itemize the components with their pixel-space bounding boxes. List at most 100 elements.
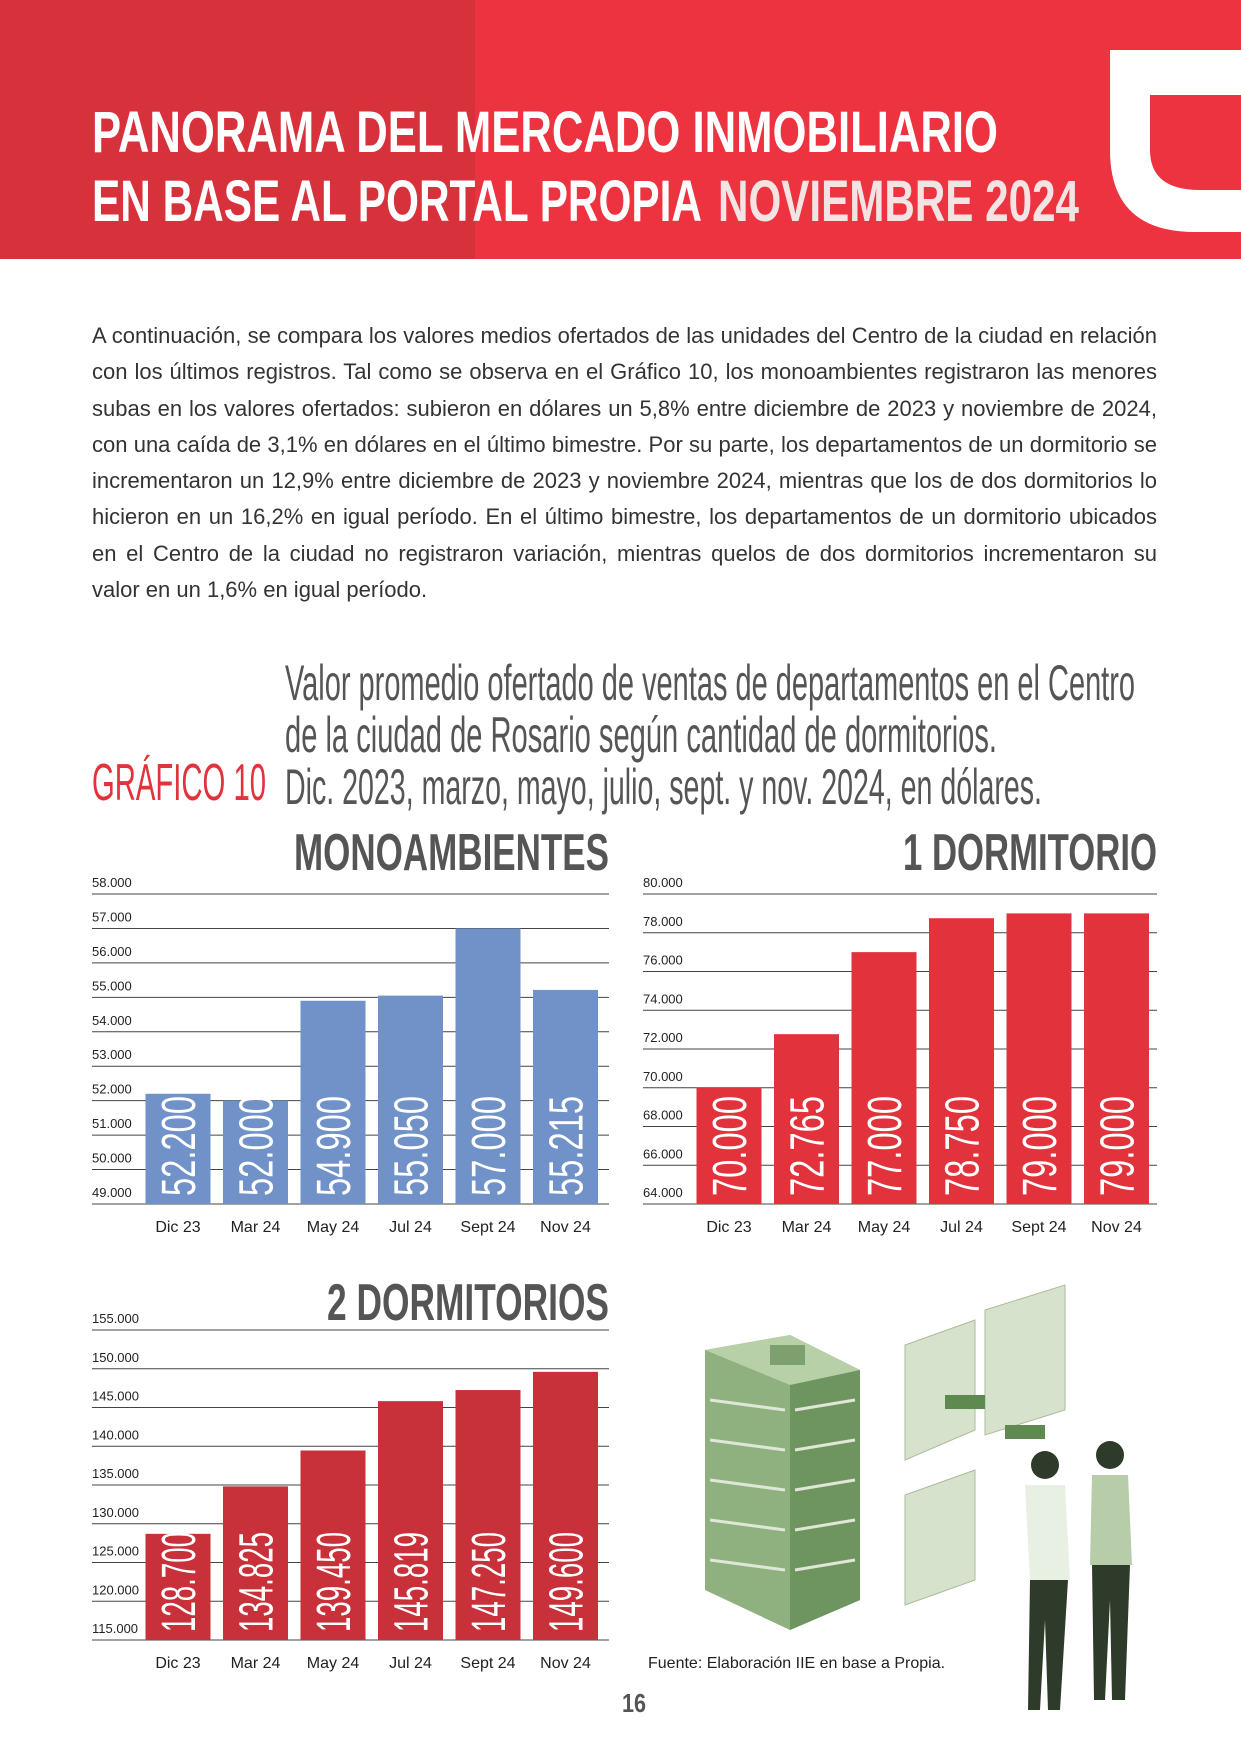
bar <box>378 1401 443 1640</box>
caption-line: de la ciudad de Rosario según cantidad d… <box>285 707 997 763</box>
illustration <box>705 1284 1132 1710</box>
y-tick-label: 70.000 <box>643 1069 683 1084</box>
x-tick-label: Nov 24 <box>540 1219 591 1236</box>
chart-title: MONOAMBIENTES <box>294 824 609 882</box>
bar <box>300 1450 366 1640</box>
bar-value-label: 134.825 <box>231 1532 284 1632</box>
y-tick-label: 68.000 <box>643 1108 683 1123</box>
caption-label: GRÁFICO 10 <box>92 754 266 812</box>
bar-value-label: 72.765 <box>782 1096 835 1196</box>
y-tick-label: 150.000 <box>92 1350 139 1365</box>
bar <box>455 1390 521 1640</box>
y-tick-label: 155.000 <box>92 1311 139 1326</box>
y-tick-label: 55.000 <box>92 978 132 993</box>
x-tick-label: Sept 24 <box>460 1219 515 1236</box>
bar <box>696 1087 762 1204</box>
y-tick-label: 145.000 <box>92 1389 139 1404</box>
bar-value-label: 57.000 <box>463 1096 516 1196</box>
bar-value-label: 128.700 <box>153 1532 206 1632</box>
bar-value-label: 78.750 <box>937 1096 990 1196</box>
y-tick-label: 115.000 <box>92 1621 138 1636</box>
x-tick-label: Sept 24 <box>1011 1219 1066 1236</box>
bar-value-label: 145.819 <box>386 1532 439 1632</box>
header-title: PANORAMA DEL MERCADO INMOBILIARIO <box>92 100 998 165</box>
y-tick-label: 53.000 <box>92 1047 132 1062</box>
y-tick-label: 58.000 <box>92 875 132 890</box>
bar <box>145 1533 211 1640</box>
bar-value-label: 139.450 <box>308 1532 361 1632</box>
paragraph: A continuación, se compara los valores m… <box>92 323 1157 603</box>
x-tick-label: Jul 24 <box>940 1219 983 1236</box>
x-tick-label: Sept 24 <box>460 1655 515 1672</box>
y-tick-label: 54.000 <box>92 1013 132 1028</box>
bar <box>145 1093 211 1204</box>
bar-value-label: 77.000 <box>859 1096 912 1196</box>
x-tick-label: Nov 24 <box>1091 1219 1142 1236</box>
bar-value-label: 54.900 <box>308 1096 361 1196</box>
bar <box>1084 913 1149 1204</box>
bar-value-label: 70.000 <box>704 1096 757 1196</box>
x-tick-label: Jul 24 <box>389 1655 432 1672</box>
x-tick-label: May 24 <box>307 1655 360 1672</box>
bar <box>929 918 994 1204</box>
bar <box>378 995 443 1204</box>
bar <box>455 928 521 1204</box>
bar-value-label: 55.050 <box>386 1096 439 1196</box>
y-tick-label: 49.000 <box>92 1185 132 1200</box>
x-tick-label: May 24 <box>858 1219 911 1236</box>
bar <box>223 1486 288 1640</box>
y-tick-label: 76.000 <box>643 953 683 968</box>
bar-value-label: 55.215 <box>541 1096 594 1196</box>
y-tick-label: 78.000 <box>643 914 683 929</box>
bar <box>533 1371 598 1640</box>
x-tick-label: Jul 24 <box>389 1219 432 1236</box>
x-tick-label: Mar 24 <box>231 1219 281 1236</box>
y-tick-label: 130.000 <box>92 1505 139 1520</box>
chart-title: 1 DORMITORIO <box>903 824 1157 882</box>
y-tick-label: 57.000 <box>92 909 132 924</box>
page-number: 16 <box>622 1688 646 1718</box>
y-tick-label: 56.000 <box>92 944 132 959</box>
bar <box>774 1034 839 1204</box>
y-tick-label: 120.000 <box>92 1582 139 1597</box>
y-tick-label: 140.000 <box>92 1427 139 1442</box>
bar <box>223 1100 288 1204</box>
bar-value-label: 79.000 <box>1092 1096 1145 1196</box>
y-tick-label: 125.000 <box>92 1544 139 1559</box>
y-tick-label: 66.000 <box>643 1146 683 1161</box>
x-tick-label: Mar 24 <box>782 1219 832 1236</box>
bar <box>533 989 598 1204</box>
x-tick-label: Mar 24 <box>231 1655 281 1672</box>
y-tick-label: 52.000 <box>92 1082 132 1097</box>
chart-title: 2 DORMITORIOS <box>327 1274 609 1332</box>
bar-value-label: 52.000 <box>231 1096 284 1196</box>
bar-value-label: 149.600 <box>541 1532 594 1632</box>
bar <box>851 952 917 1204</box>
y-tick-label: 64.000 <box>643 1185 683 1200</box>
y-tick-label: 74.000 <box>643 991 683 1006</box>
caption-line: Dic. 2023, marzo, mayo, julio, sept. y n… <box>285 759 1042 815</box>
header-highlight: NOVIEMBRE 2024 <box>718 169 1079 234</box>
y-tick-label: 51.000 <box>92 1116 132 1131</box>
bar-value-label: 147.250 <box>463 1532 516 1632</box>
source: Fuente: Elaboración IIE en base a Propia… <box>648 1655 945 1672</box>
y-tick-label: 80.000 <box>643 875 683 890</box>
x-tick-label: Dic 23 <box>155 1655 200 1672</box>
x-tick-label: Dic 23 <box>155 1219 200 1236</box>
header-band-left <box>0 0 475 259</box>
x-tick-label: May 24 <box>307 1219 360 1236</box>
logo <box>1110 50 1241 232</box>
bar-value-label: 52.200 <box>153 1096 206 1196</box>
x-tick-label: Dic 23 <box>706 1219 751 1236</box>
y-tick-label: 50.000 <box>92 1151 132 1166</box>
header-title: EN BASE AL PORTAL PROPIA <box>92 169 702 234</box>
y-tick-label: 135.000 <box>92 1466 139 1481</box>
bar-value-label: 79.000 <box>1014 1096 1067 1196</box>
x-tick-label: Nov 24 <box>540 1655 591 1672</box>
bar <box>300 1000 366 1204</box>
bar <box>1006 913 1072 1204</box>
caption-line: Valor promedio ofertado de ventas de dep… <box>285 655 1135 711</box>
y-tick-label: 72.000 <box>643 1030 683 1045</box>
